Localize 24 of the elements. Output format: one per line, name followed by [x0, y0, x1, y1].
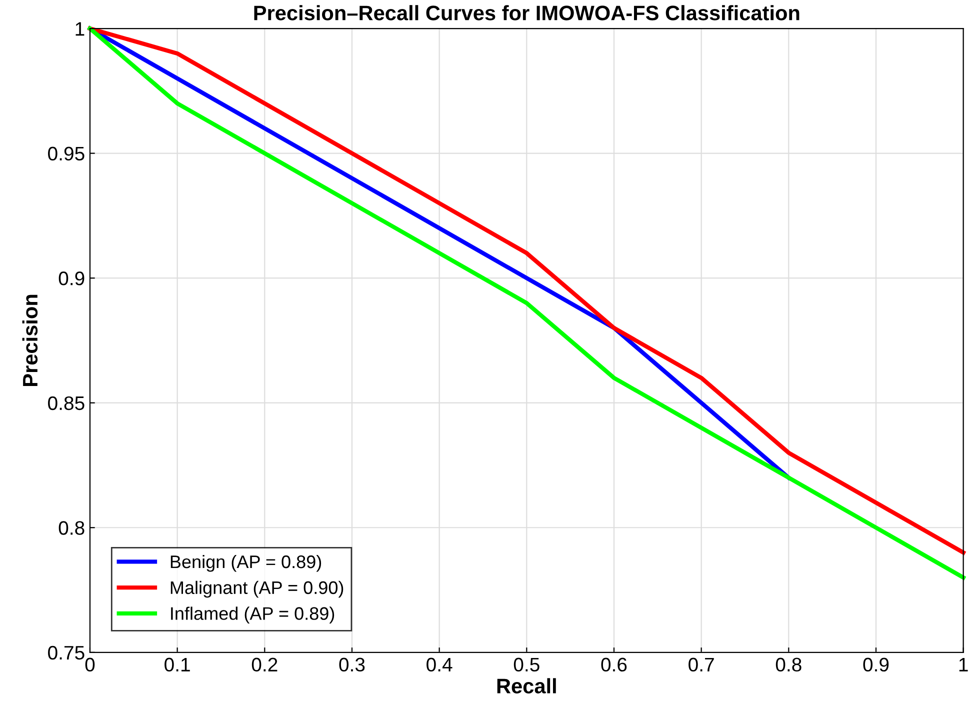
y-tick-label: 0.85: [48, 396, 84, 410]
y-tick-label: 1: [76, 22, 84, 36]
y-tick-label: 0.95: [48, 146, 84, 161]
x-tick-label: 0.7: [688, 658, 714, 672]
legend-label: Malignant (AP = 0.90): [170, 580, 344, 598]
y-tick-label: 0.75: [48, 646, 84, 660]
x-tick-label: 0: [85, 658, 95, 672]
y-tick-label: 0.9: [58, 272, 84, 286]
x-tick-label: 0.9: [863, 658, 889, 672]
x-tick-label: 0.5: [514, 658, 540, 672]
chart-title: Precision–Recall Curves for IMOWOA-FS Classification: [254, 5, 800, 20]
x-tick-label: 1: [959, 658, 968, 672]
x-tick-label: 0.8: [776, 658, 802, 672]
y-axis-title: Precision: [22, 294, 38, 386]
x-tick-label: 0.3: [339, 658, 365, 672]
x-axis-title: Recall: [497, 678, 556, 694]
x-tick-label: 0.1: [164, 658, 190, 672]
x-tick-label: 0.6: [601, 658, 627, 672]
legend-label: Benign (AP = 0.89): [170, 554, 322, 572]
line-series: [88, 26, 791, 480]
x-tick-label: 0.2: [252, 658, 278, 672]
legend-label: Inflamed (AP = 0.89): [171, 606, 334, 624]
y-tick-label: 0.8: [58, 521, 84, 535]
x-tick-label: 0.4: [426, 658, 452, 672]
